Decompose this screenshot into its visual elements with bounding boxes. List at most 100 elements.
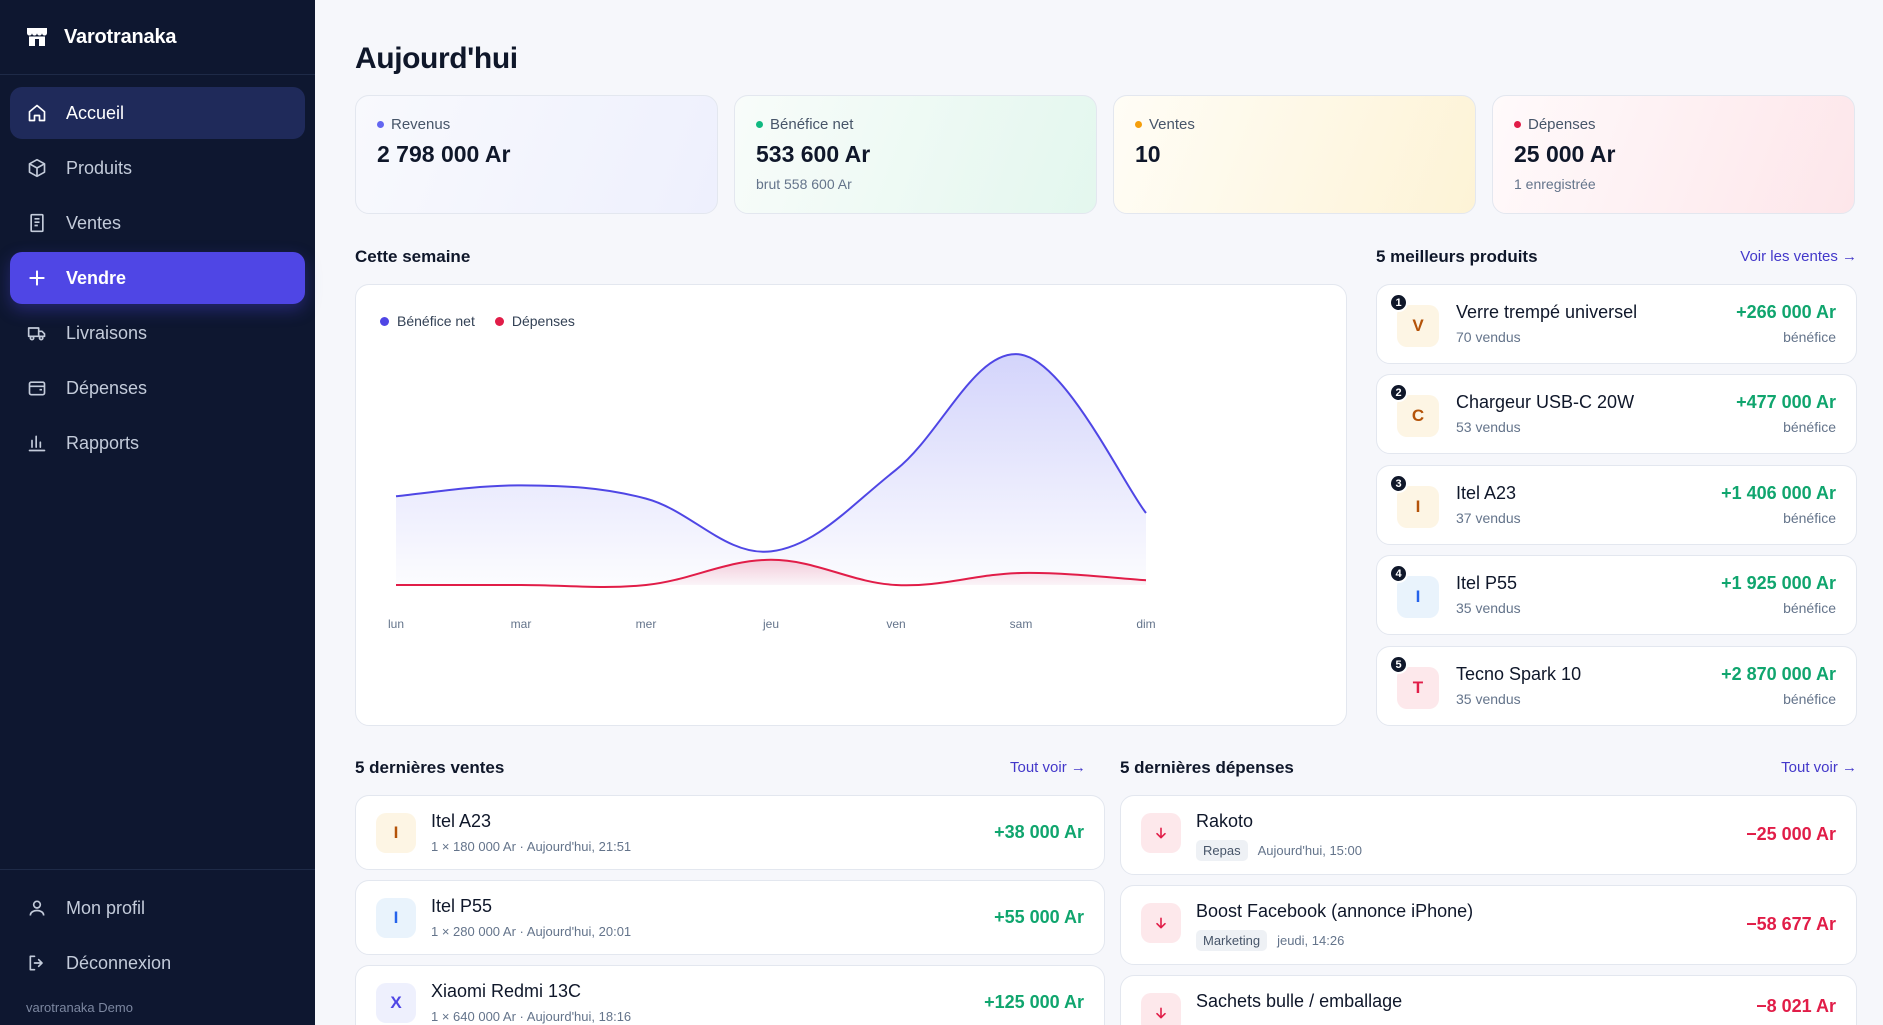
sale-row[interactable]: X Xiaomi Redmi 13C 1 × 640 000 Ar · Aujo…	[355, 965, 1105, 1025]
sale-name: Itel A23	[431, 811, 492, 831]
sidebar-footer: varotranaka Demo	[26, 1000, 133, 1015]
sale-detail: 1 × 180 000 Ar · Aujourd'hui, 21:51	[431, 839, 632, 854]
sale-row[interactable]: I Itel P55 1 × 280 000 Ar · Aujourd'hui,…	[355, 880, 1105, 955]
product-profit-label: bénéfice	[1783, 419, 1836, 435]
stat-dot	[1514, 121, 1521, 128]
expense-avatar	[1141, 903, 1181, 943]
recent-sales-title: 5 dernières ventes	[355, 758, 505, 777]
expense-amount: −8 021 Ar	[1756, 996, 1836, 1016]
depenses-area	[396, 559, 1146, 588]
main-nav: Accueil Produits Ventes Vendre Livraison…	[0, 75, 315, 469]
week-chart: lun mar mer jeu ven sam dim	[388, 353, 1156, 631]
arrow-down-icon	[1156, 1007, 1166, 1019]
expense-tag: Repas	[1196, 840, 1248, 861]
x-tick-label: lun	[388, 617, 404, 631]
x-tick-label: dim	[1136, 617, 1155, 631]
expense-row[interactable]: Sachets bulle / emballage −8 021 Ar	[1120, 975, 1857, 1025]
view-sales-link[interactable]: Voir les ventes →	[1740, 248, 1857, 265]
rank-badge: 1	[1389, 293, 1408, 312]
top-product-card[interactable]: 1 V Verre trempé universel 70 vendus +26…	[1376, 284, 1857, 364]
product-profit: +2 870 000 Ar	[1721, 664, 1836, 684]
top-product-card[interactable]: 3 I Itel A23 37 vendus +1 406 000 Ar bén…	[1376, 465, 1857, 545]
nav-item-profile[interactable]: Mon profil	[10, 882, 305, 934]
product-sold: 37 vendus	[1456, 510, 1521, 526]
x-tick-label: ven	[886, 617, 905, 631]
legend-item-benefice[interactable]: Bénéfice net	[380, 313, 475, 329]
product-avatar: C	[1397, 395, 1439, 437]
product-profit-label: bénéfice	[1783, 329, 1836, 345]
legend-label: Dépenses	[511, 313, 575, 329]
stat-card-revenus: Revenus 2 798 000 Ar	[355, 95, 718, 214]
stat-sub: brut 558 600 Ar	[756, 176, 852, 192]
stat-value: 2 798 000 Ar	[377, 141, 511, 167]
nav-item-accueil[interactable]: Accueil	[10, 87, 305, 139]
rank-badge: 3	[1389, 474, 1408, 493]
recent-expenses-link[interactable]: Tout voir →	[1781, 759, 1857, 776]
week-chart-card: lun mar mer jeu ven sam dim Bénéfice net Dépen…	[355, 284, 1347, 726]
week-section-title: Cette semaine	[355, 247, 471, 266]
expense-amount: −25 000 Ar	[1746, 824, 1836, 844]
user-icon	[26, 897, 48, 919]
nav-item-produits[interactable]: Produits	[10, 142, 305, 194]
nav-label: Accueil	[66, 102, 125, 123]
logout-icon	[26, 952, 48, 974]
nav-label: Ventes	[66, 212, 122, 233]
expense-amount: −58 677 Ar	[1746, 914, 1836, 934]
stat-dot	[1135, 121, 1142, 128]
brand[interactable]: Varotranaka	[0, 0, 315, 75]
nav-label: Livraisons	[66, 322, 148, 343]
nav-item-vendre[interactable]: Vendre	[10, 252, 305, 304]
nav-label: Rapports	[66, 432, 140, 453]
x-tick-label: mer	[636, 617, 657, 631]
bar-chart-icon	[26, 432, 48, 454]
stat-sub: 1 enregistrée	[1514, 176, 1596, 192]
app-name: Varotranaka	[64, 25, 177, 48]
expense-avatar	[1141, 993, 1181, 1025]
product-avatar: I	[1397, 576, 1439, 618]
nav-label: Mon profil	[66, 897, 146, 918]
plus-icon	[26, 267, 48, 289]
top-product-card[interactable]: 2 C Chargeur USB-C 20W 53 vendus +477 00…	[1376, 374, 1857, 454]
top-products-title: 5 meilleurs produits	[1376, 247, 1538, 266]
stat-card-benefice: Bénéfice net 533 600 Ar brut 558 600 Ar	[734, 95, 1097, 214]
sale-amount: +38 000 Ar	[994, 822, 1084, 842]
product-name: Itel A23	[1456, 483, 1517, 503]
expense-date: jeudi, 14:26	[1277, 933, 1345, 948]
expense-name: Sachets bulle / emballage	[1196, 991, 1403, 1011]
nav-item-livraisons[interactable]: Livraisons	[10, 307, 305, 359]
expense-row[interactable]: Boost Facebook (annonce iPhone) Marketin…	[1120, 885, 1857, 965]
nav-item-ventes[interactable]: Ventes	[10, 197, 305, 249]
x-tick-label: jeu	[762, 617, 779, 631]
nav-item-rapports[interactable]: Rapports	[10, 417, 305, 469]
stat-card-ventes: Ventes 10	[1113, 95, 1476, 214]
sale-name: Itel P55	[431, 896, 493, 916]
product-profit-label: bénéfice	[1783, 691, 1836, 707]
product-name: Chargeur USB-C 20W	[1456, 392, 1635, 412]
recent-expenses-title: 5 dernières dépenses	[1120, 758, 1294, 777]
expense-row[interactable]: Rakoto Repas Aujourd'hui, 15:00 −25 000 …	[1120, 795, 1857, 875]
product-profit-label: bénéfice	[1783, 510, 1836, 526]
product-profit: +1 925 000 Ar	[1721, 573, 1836, 593]
x-tick-label: sam	[1010, 617, 1033, 631]
expense-name: Boost Facebook (annonce iPhone)	[1196, 901, 1474, 921]
sale-name: Xiaomi Redmi 13C	[431, 981, 582, 1001]
page-title: Aujourd'hui	[355, 42, 518, 75]
sidebar-bottom: Mon profil Déconnexion varotranaka Demo	[0, 869, 315, 1025]
nav-item-logout[interactable]: Déconnexion	[10, 937, 305, 989]
arrow-down-icon	[1156, 827, 1166, 839]
recent-sales-link[interactable]: Tout voir →	[1010, 759, 1086, 776]
product-name: Tecno Spark 10	[1456, 664, 1582, 684]
sale-row[interactable]: I Itel A23 1 × 180 000 Ar · Aujourd'hui,…	[355, 795, 1105, 870]
sale-avatar: I	[376, 898, 416, 938]
top-product-card[interactable]: 5 T Tecno Spark 10 35 vendus +2 870 000 …	[1376, 646, 1857, 726]
stat-value: 10	[1135, 141, 1161, 167]
store-logo-icon	[27, 28, 47, 46]
legend-item-depenses[interactable]: Dépenses	[494, 313, 575, 329]
top-product-card[interactable]: 4 I Itel P55 35 vendus +1 925 000 Ar bén…	[1376, 555, 1857, 635]
product-sold: 70 vendus	[1456, 329, 1521, 345]
stat-value: 533 600 Ar	[756, 141, 871, 167]
product-avatar: V	[1397, 305, 1439, 347]
nav-item-depenses[interactable]: Dépenses	[10, 362, 305, 414]
stat-dot	[377, 121, 384, 128]
expense-name: Rakoto	[1196, 811, 1254, 831]
